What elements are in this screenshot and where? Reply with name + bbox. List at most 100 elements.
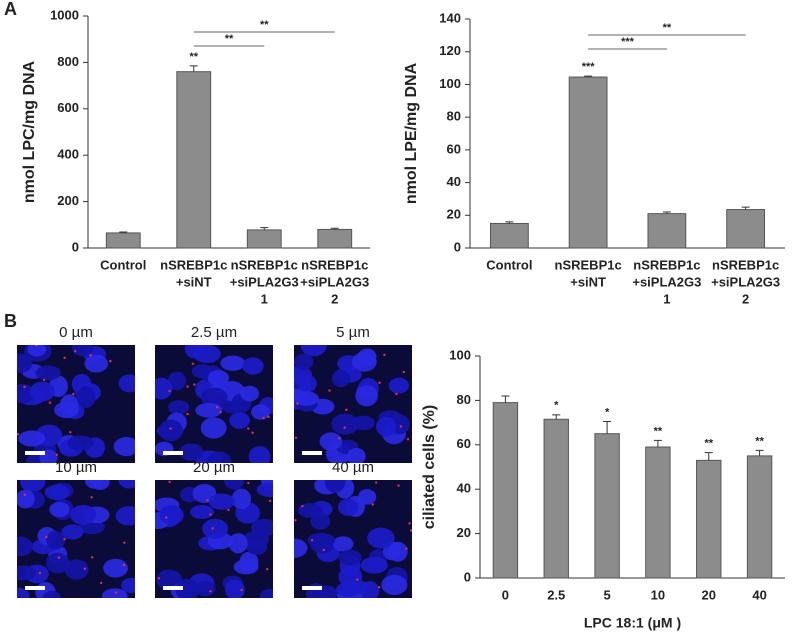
- nucleus: [297, 375, 317, 393]
- bar: [492, 402, 519, 579]
- y-tick-label: 120: [439, 43, 461, 58]
- x-tick-label: Control: [486, 257, 532, 272]
- cilium: [251, 431, 254, 434]
- cilium: [63, 356, 66, 360]
- y-tick-label: 600: [57, 100, 79, 115]
- nucleus: [191, 364, 214, 379]
- cilium: [168, 389, 171, 393]
- x-tick-label: 0: [502, 587, 509, 602]
- y-tick-label: 80: [447, 109, 461, 124]
- nucleus: [224, 579, 245, 598]
- significance: **: [704, 437, 713, 449]
- nucleus: [338, 498, 359, 516]
- error-bar: [584, 75, 593, 78]
- nucleus: [259, 588, 273, 598]
- error-bar: [260, 227, 269, 230]
- nucleus: [388, 541, 408, 562]
- cilium: [294, 518, 297, 522]
- cilium: [35, 345, 38, 347]
- nucleus: [113, 436, 135, 457]
- nucleus: [338, 549, 362, 566]
- bar: [489, 222, 529, 249]
- cilium: [216, 406, 219, 409]
- cilium: [383, 353, 386, 357]
- x-axis-label: LPC 18:1 (μM ): [584, 615, 681, 631]
- significance: **: [189, 51, 198, 63]
- nucleus: [200, 417, 227, 439]
- nucleus: [118, 374, 135, 393]
- bar: [746, 455, 773, 579]
- nucleus: [360, 556, 388, 574]
- nucleus: [228, 533, 248, 554]
- nucleus: [240, 385, 260, 402]
- x-tick-label: nSREBP1c: [301, 257, 368, 272]
- nucleus: [27, 345, 47, 357]
- cilium: [328, 389, 331, 392]
- bar: [594, 433, 620, 579]
- nucleus: [220, 355, 246, 371]
- x-tick-label: 2: [742, 291, 749, 306]
- bar: [543, 418, 569, 579]
- cilium: [408, 522, 411, 525]
- image-label: 10 µm: [55, 459, 97, 476]
- y-tick-label: 20: [457, 525, 471, 540]
- cilium: [406, 438, 410, 441]
- cilium: [247, 427, 250, 430]
- nucleus: [195, 402, 223, 418]
- image-label: 40 µm: [332, 459, 374, 476]
- bar: [568, 76, 608, 249]
- y-tick-label: 20: [447, 207, 461, 222]
- cilium: [374, 481, 378, 484]
- cilium: [265, 568, 269, 571]
- cilium: [377, 585, 381, 589]
- x-tick-label: nSREBP1c: [555, 257, 622, 272]
- cilium: [219, 410, 222, 414]
- panel-label: B: [4, 311, 17, 331]
- cilium: [191, 362, 195, 365]
- micrograph: [17, 345, 135, 463]
- cilium: [48, 401, 52, 404]
- nucleus: [17, 565, 37, 581]
- x-tick-label: 20: [702, 587, 716, 602]
- cilium: [209, 590, 212, 593]
- nucleus: [307, 533, 336, 548]
- cilium: [345, 408, 348, 412]
- cilium: [122, 563, 126, 567]
- y-tick-label: 800: [57, 54, 79, 69]
- cilium: [193, 383, 196, 386]
- nucleus: [46, 530, 66, 550]
- cilium: [296, 402, 299, 405]
- cilium: [69, 430, 72, 434]
- nucleus: [208, 493, 236, 510]
- cilium: [294, 436, 298, 439]
- x-tick-label: 2.5: [547, 587, 565, 602]
- y-tick-label: 400: [57, 147, 79, 162]
- nucleus: [64, 559, 89, 580]
- nucleus: [231, 488, 252, 510]
- cilium: [343, 426, 346, 429]
- image-label: 0 µm: [59, 324, 93, 341]
- micrograph: [155, 345, 273, 463]
- y-tick-label: 200: [57, 193, 79, 208]
- error-bar: [501, 395, 510, 403]
- nucleus: [179, 443, 204, 461]
- bracket-label: ***: [621, 36, 635, 48]
- nucleus: [70, 504, 97, 525]
- nucleus: [175, 578, 200, 598]
- image-label: 2.5 µm: [191, 324, 237, 341]
- nucleus: [332, 536, 354, 552]
- bar: [246, 229, 282, 249]
- cilium: [371, 503, 374, 506]
- nuclei: [155, 480, 273, 598]
- cilium: [168, 480, 171, 483]
- error-bar: [330, 227, 339, 230]
- cilium: [227, 508, 230, 512]
- x-tick-label: +siPLA2G3: [632, 274, 701, 289]
- nucleus: [115, 506, 135, 526]
- bar: [645, 446, 671, 579]
- nucleus: [335, 582, 361, 597]
- bar: [105, 232, 141, 249]
- bar: [317, 228, 353, 249]
- y-tick-label: 60: [457, 436, 471, 451]
- cilium: [356, 578, 359, 581]
